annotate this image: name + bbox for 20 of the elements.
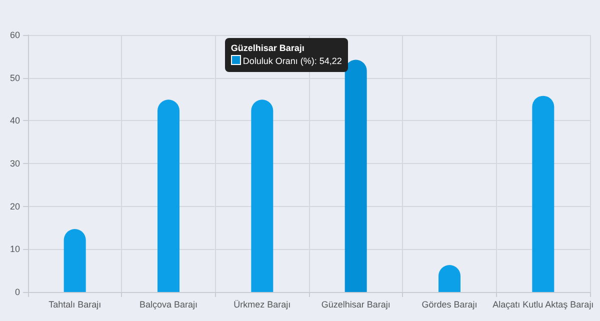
- x-tick-label: Güzelhisar Barajı: [321, 300, 390, 310]
- y-tick-label: 0: [14, 287, 20, 297]
- x-tick-label: Balçova Barajı: [139, 300, 198, 310]
- bar: [344, 60, 367, 292]
- annotation: Güzelhisar Barajı: [230, 42, 306, 55]
- bar: [64, 229, 86, 292]
- x-tick-label: Tahtalı Barajı: [48, 300, 102, 310]
- x-tick-label: Gördes Barajı: [422, 300, 478, 310]
- x-tick-label: Alaçatı Kutlu Aktaş Barajı: [492, 300, 594, 310]
- bar: [158, 100, 180, 292]
- y-tick-label: 10: [10, 244, 20, 254]
- y-tick-label: 60: [10, 30, 20, 40]
- y-tick-label: 20: [10, 201, 20, 212]
- annotation: Doluluk Oranı (%): 54,22: [242, 54, 342, 68]
- y-tick-label: 30: [10, 158, 20, 168]
- x-tick-label: Ürkmez Barajı: [234, 300, 291, 310]
- y-tick-label: 50: [10, 72, 20, 83]
- y-tick-label: 40: [10, 116, 20, 126]
- bar: [532, 96, 554, 292]
- bar: [251, 100, 274, 292]
